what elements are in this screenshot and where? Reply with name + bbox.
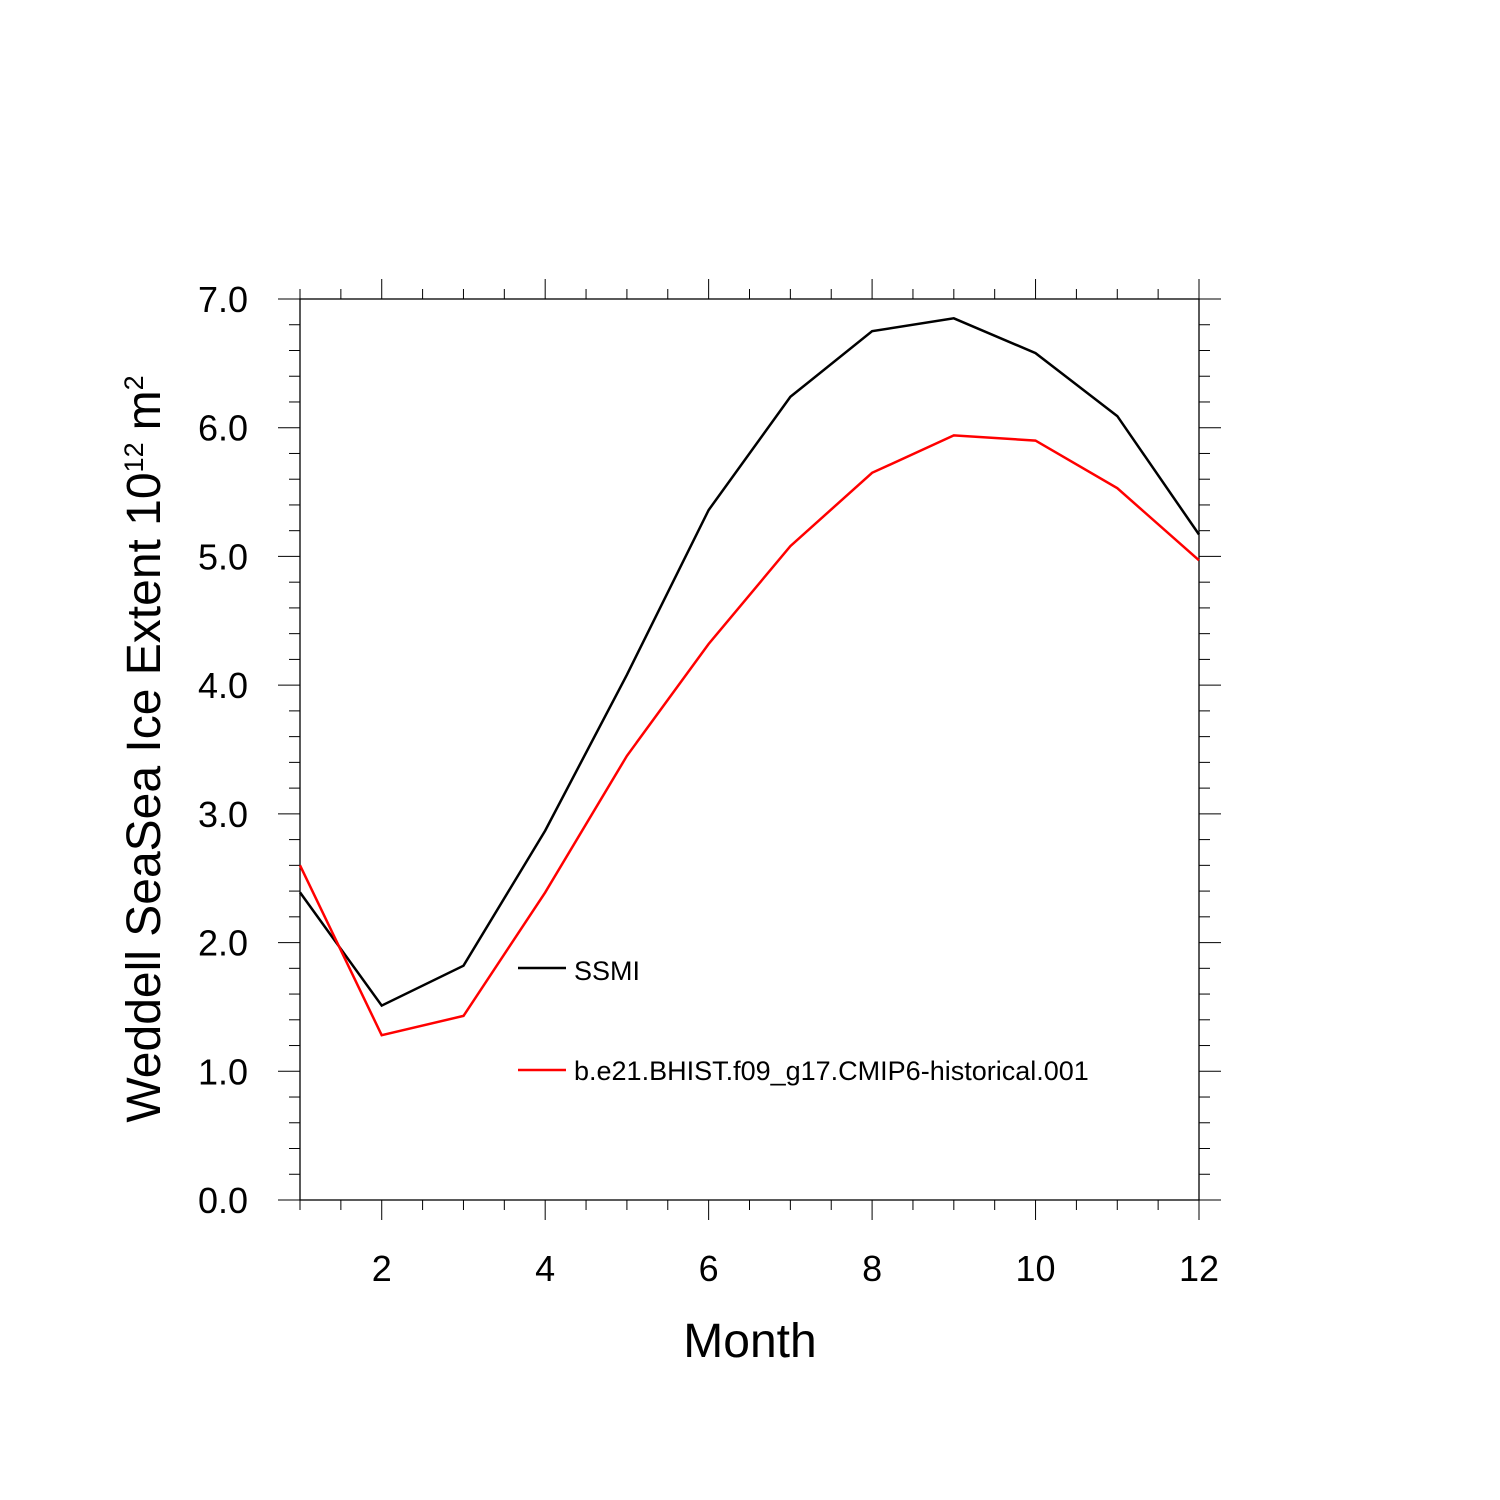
x-tick-label: 4	[535, 1248, 555, 1289]
y-tick-label: 5.0	[198, 536, 248, 577]
x-tick-label: 2	[372, 1248, 392, 1289]
y-tick-label: 4.0	[198, 665, 248, 706]
y-tick-label: 7.0	[198, 279, 248, 320]
legend-label-ssmi: SSMI	[574, 956, 640, 986]
legend: SSMI b.e21.BHIST.f09_g17.CMIP6-historica…	[518, 956, 1089, 1086]
y-axis-title-unit-exponent: 2	[119, 375, 149, 390]
legend-label-cesm: b.e21.BHIST.f09_g17.CMIP6-historical.001	[574, 1056, 1089, 1086]
y-axis-title-main: Weddell SeaSea Ice Extent 10	[118, 472, 171, 1122]
plot-frame	[299, 298, 1200, 1201]
y-axis-title-unit: m	[118, 390, 171, 430]
axis-ticks	[278, 279, 1221, 1220]
x-tick-label: 8	[862, 1248, 882, 1289]
x-tick-label: 12	[1179, 1248, 1219, 1289]
series-lines	[298, 317, 1201, 1037]
y-tick-label: 2.0	[198, 923, 248, 964]
tick-labels: 2 4 6 8 10 12 0.0 1.0 2.0 3.0 4.0 5.0 6.0 7.0	[198, 279, 1219, 1289]
series-line-1	[298, 434, 1200, 1037]
x-tick-label: 10	[1016, 1248, 1056, 1289]
y-tick-label: 6.0	[198, 408, 248, 449]
y-tick-label: 3.0	[198, 794, 248, 835]
series-line-0	[298, 317, 1201, 1008]
y-tick-label: 1.0	[198, 1051, 248, 1092]
y-axis-title: Weddell SeaSea Ice Extent 1012 m2	[118, 375, 171, 1122]
x-tick-label: 6	[699, 1248, 719, 1289]
x-axis-title: Month	[683, 1315, 816, 1368]
y-tick-label: 0.0	[198, 1180, 248, 1221]
y-axis-title-exponent: 12	[119, 442, 149, 472]
